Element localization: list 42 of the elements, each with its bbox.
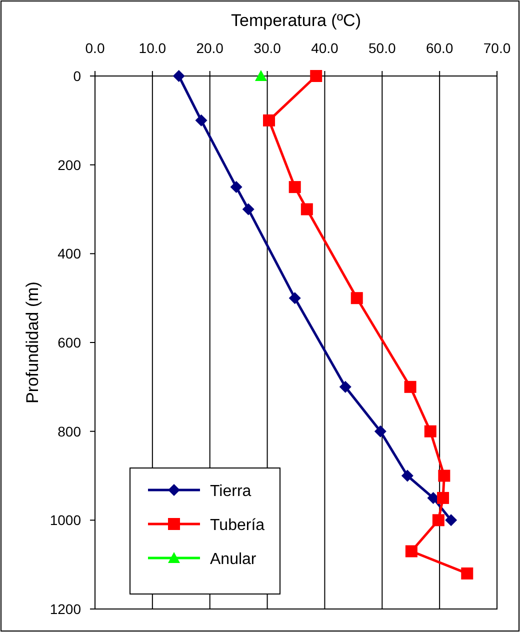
y-tick-label: 200 <box>58 156 82 173</box>
point <box>461 567 474 580</box>
point <box>374 425 386 438</box>
x-tick-label: 10.0 <box>138 40 166 56</box>
point <box>263 114 276 126</box>
point <box>432 514 444 526</box>
point <box>230 181 242 194</box>
legend-label: Anular <box>210 551 257 568</box>
y-axis-title: Profundidad (m) <box>23 282 42 404</box>
legend-label: Tubería <box>210 517 265 534</box>
x-axis-title: Temperatura (ºC) <box>231 11 361 30</box>
x-tick-label: 70.0 <box>483 40 511 56</box>
point <box>310 70 322 82</box>
point <box>242 203 254 216</box>
y-tick-label: 0 <box>73 68 82 84</box>
x-tick-label: 30.0 <box>254 40 282 56</box>
x-tick-label: 60.0 <box>426 40 454 56</box>
y-tick-label: 600 <box>58 334 82 350</box>
y-tick-label: 400 <box>58 246 82 262</box>
point <box>172 70 185 82</box>
x-tick-label: 50.0 <box>368 40 396 56</box>
point <box>445 514 458 526</box>
point <box>438 470 450 482</box>
y-tick-label: 1000 <box>50 512 82 528</box>
point <box>195 114 208 126</box>
point <box>405 545 418 558</box>
x-tick-label: 20.0 <box>196 40 224 56</box>
y-tick-label: 1200 <box>50 601 82 617</box>
point <box>401 470 414 482</box>
point <box>300 203 313 216</box>
x-tick-label: 0.0 <box>85 40 105 56</box>
point <box>339 380 352 393</box>
point <box>437 492 450 504</box>
x-tick-label: 40.0 <box>311 40 339 56</box>
point <box>254 70 267 81</box>
point <box>350 292 363 304</box>
point <box>424 425 436 438</box>
point <box>288 181 301 194</box>
legend-label: Tierra <box>210 483 252 500</box>
point <box>288 292 301 304</box>
point <box>404 380 416 393</box>
y-tick-label: 800 <box>58 423 82 440</box>
